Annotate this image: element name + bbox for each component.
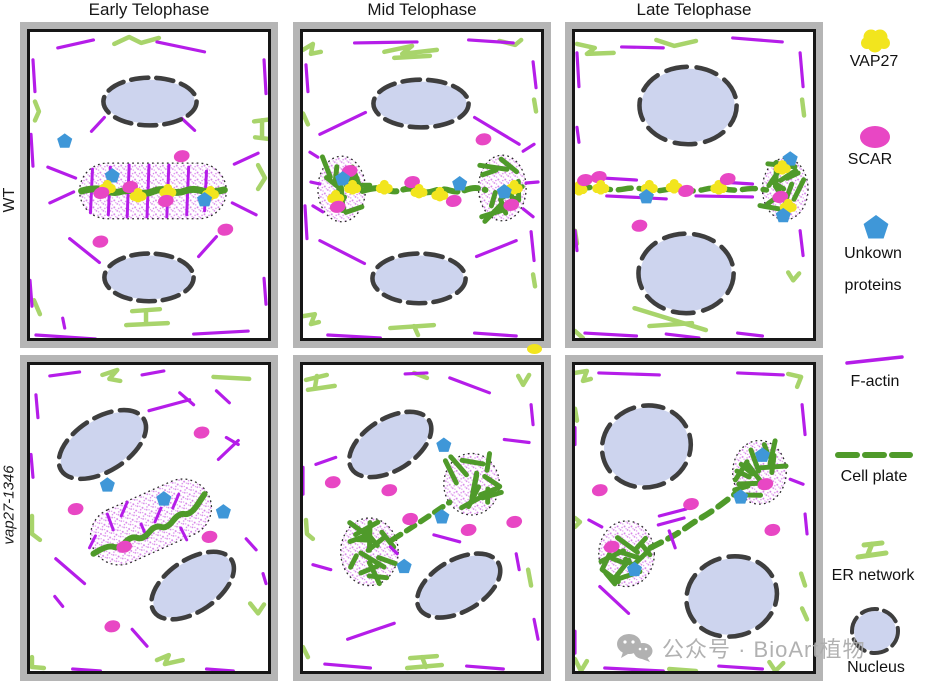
- legend-label-er-network: ER network: [831, 567, 915, 584]
- legend-label-unknown-line2: proteins: [844, 277, 902, 294]
- panel-wt-early-telophase: [20, 22, 278, 348]
- watermark-text: 公众号 · BioArt植物: [662, 637, 866, 662]
- panel-mutant-late-telophase: [565, 355, 823, 681]
- panel-mutant-early-telophase: [20, 355, 278, 681]
- scar-icon: [860, 126, 890, 148]
- cell-plate-icon: [835, 452, 913, 458]
- panel-mutant-mid-telophase: [293, 355, 551, 681]
- wechat-icon: [617, 634, 653, 662]
- legend-label-vap27: VAP27: [849, 53, 899, 70]
- cell-diagram-mutant-early: [30, 367, 268, 671]
- unknown-proteins-icon: [863, 215, 889, 239]
- column-title-early-telophase: Early Telophase: [88, 0, 210, 19]
- vap27-icon: [861, 29, 890, 53]
- column-title-late-telophase: Late Telophase: [636, 0, 752, 19]
- cell-diagram-mutant-mid: [303, 370, 540, 671]
- vap27-dot-clipped: [527, 344, 542, 354]
- watermark: 公众号 · BioArt植物: [616, 632, 865, 664]
- cell-diagram-wt-mid: [303, 37, 540, 338]
- legend-label-scar: SCAR: [847, 151, 893, 168]
- f-actin-icon: [845, 355, 904, 365]
- panel-wt-mid-telophase: [293, 22, 551, 348]
- vap27-blob: [861, 29, 890, 53]
- row-label-vap27-1346: vap27-1346: [0, 465, 18, 545]
- nucleus-icon: [850, 607, 900, 655]
- row-label-wt: WT: [1, 187, 18, 213]
- cell-diagram-wt-late: [575, 36, 809, 338]
- legend-label-nucleus: Nucleus: [847, 659, 905, 676]
- panel-wt-late-telophase: [565, 22, 823, 348]
- legend-label-unknown-line1: Unkown: [844, 245, 902, 262]
- legend-label-f-actin: F-actin: [850, 373, 900, 390]
- er-network-icon: [855, 540, 889, 560]
- cell-diagram-wt-early: [30, 34, 268, 338]
- cell-diagram-mutant-late: [575, 368, 810, 671]
- column-title-mid-telophase: Mid Telophase: [367, 0, 477, 19]
- legend-label-cell-plate: Cell plate: [840, 468, 908, 485]
